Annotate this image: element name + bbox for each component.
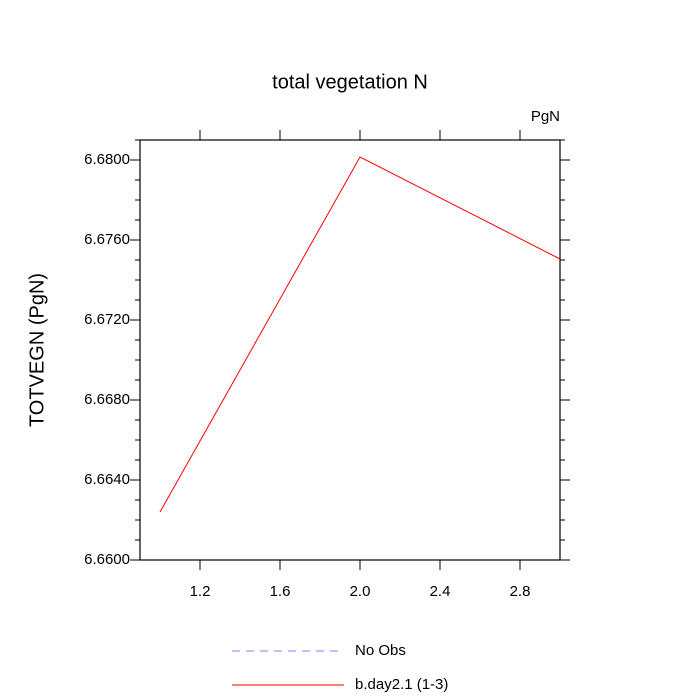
y-tick-label: 6.6800: [84, 151, 130, 168]
y-tick-label: 6.6760: [84, 231, 130, 248]
x-tick-label: 1.2: [190, 583, 211, 600]
legend-label: b.day2.1 (1-3): [355, 676, 448, 693]
y-tick-label: 6.6720: [84, 311, 130, 328]
y-tick-label: 6.6680: [84, 391, 130, 408]
units-label: PgN: [531, 108, 560, 125]
line: [159, 156, 561, 513]
x-tick-label: 2.0: [350, 583, 371, 600]
legend-label: No Obs: [355, 642, 406, 659]
x-tick-label: 2.4: [430, 583, 451, 600]
y-tick-label: 6.6640: [84, 471, 130, 488]
chart-title: total vegetation N: [272, 71, 428, 93]
plot-frame: [139, 139, 561, 561]
x-tick-label: 1.6: [270, 583, 291, 600]
y-axis-label: TOTVEGN (PgN): [26, 273, 48, 427]
y-tick-label: 6.6600: [84, 551, 130, 568]
x-tick-label: 2.8: [510, 583, 531, 600]
